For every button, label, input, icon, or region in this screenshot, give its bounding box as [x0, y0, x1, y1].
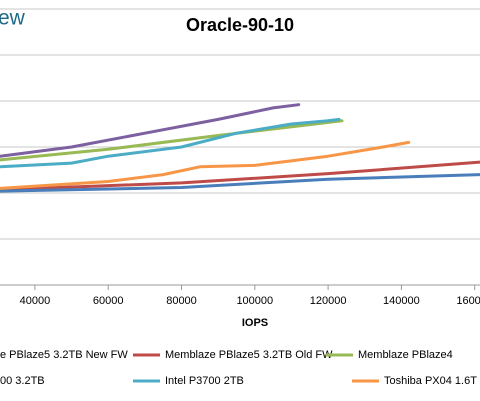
series-line — [0, 160, 480, 192]
series-line — [0, 117, 341, 169]
legend-label: e PBlaze5 3.2TB New FW — [0, 349, 128, 361]
x-tick-label: 100000 — [236, 295, 273, 307]
x-tick-label: 120000 — [310, 295, 347, 307]
x-axis-label: IOPS — [242, 317, 268, 329]
legend-label: Toshiba PX04 1.6T — [384, 375, 477, 387]
logo-text: ew — [0, 7, 26, 30]
series-line — [0, 140, 411, 190]
x-tick-label: 140000 — [383, 295, 420, 307]
series-line — [0, 173, 480, 193]
legend-label: Memblaze PBlaze4 — [358, 349, 453, 361]
x-tick-label: 80000 — [166, 295, 197, 307]
chart-title: Oracle-90-10 — [186, 15, 294, 35]
legend-label: Memblaze PBlaze5 3.2TB Old FW — [165, 349, 333, 361]
x-tick-label: 160000 — [456, 295, 480, 307]
x-tick-label: 40000 — [20, 295, 51, 307]
legend-label: 00 3.2TB — [0, 375, 45, 387]
series-line — [0, 103, 301, 158]
series-line — [0, 119, 344, 162]
legend-label: Intel P3700 2TB — [165, 375, 244, 387]
x-tick-label: 60000 — [93, 295, 124, 307]
